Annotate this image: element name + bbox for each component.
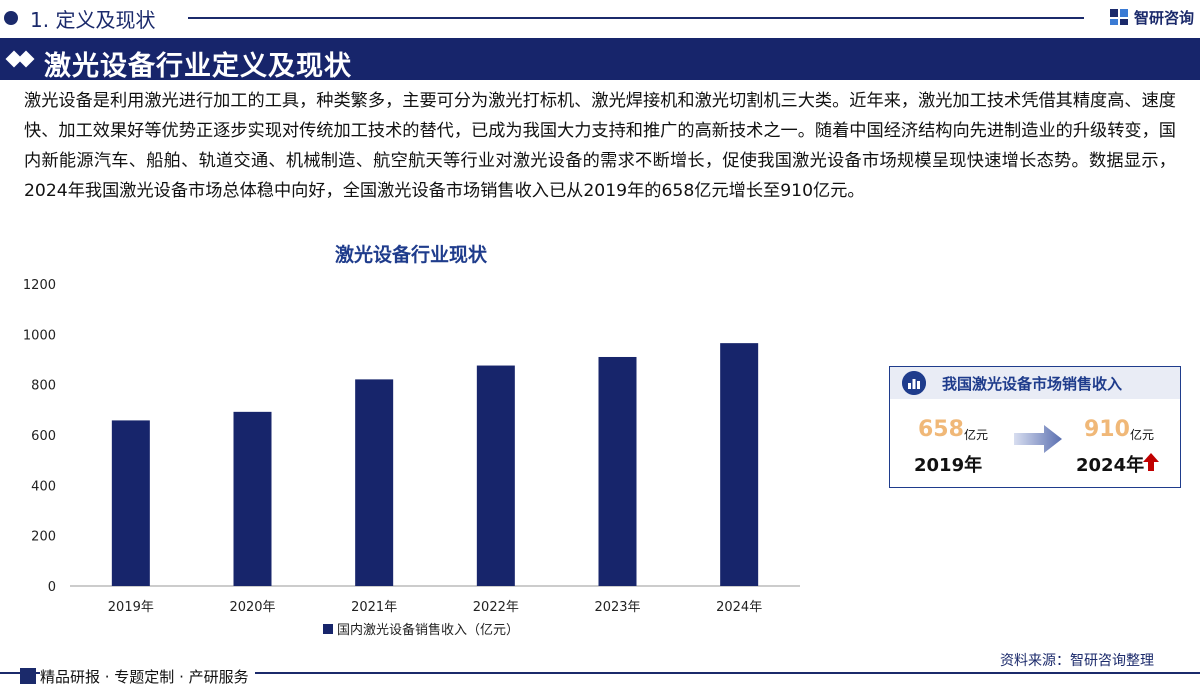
bar-chart: 0 200 400 600 800 1000 1200 2019年 2020年 2021年 2022…: [23, 278, 800, 638]
data-source: 资料来源：智研咨询整理: [1000, 653, 1154, 669]
x-tick-label: 2023年: [594, 600, 640, 615]
brand-logo: 智研咨询: [1108, 6, 1194, 28]
summary-from-unit: 亿元: [964, 428, 989, 442]
brand-logo-icon: [1110, 9, 1128, 25]
summary-title: 我国激光设备市场销售收入: [942, 375, 1123, 393]
y-tick-label: 600: [31, 429, 56, 444]
brand-logo-text: 智研咨询: [1134, 8, 1195, 27]
x-tick-label: 2024年: [716, 600, 762, 615]
summary-to-year: 2024年: [1076, 455, 1145, 476]
bar: [233, 411, 272, 586]
x-tick-label: 2021年: [351, 600, 397, 615]
summary-from-year: 2019年: [914, 455, 983, 476]
x-tick-label: 2019年: [108, 600, 154, 615]
page-title: 激光设备行业定义及现状: [44, 51, 352, 82]
y-tick-label: 200: [31, 530, 56, 545]
footer-divider: [0, 672, 1200, 674]
x-tick-label: 2020年: [229, 600, 275, 615]
section-title: 1. 定义及现状: [30, 8, 156, 32]
bar: [598, 356, 637, 586]
bar: [111, 420, 150, 586]
x-tick-label: 2022年: [473, 600, 519, 615]
summary-header: [890, 367, 1180, 399]
bar: [476, 365, 515, 586]
title-banner: [0, 38, 1200, 80]
intro-paragraph: 激光设备是利用激光进行加工的工具，种类繁多，主要可分为激光打标机、激光焊接机和激…: [24, 91, 1176, 201]
y-tick-label: 800: [31, 379, 56, 394]
summary-from-value: 658: [918, 417, 964, 442]
summary-to-value: 910: [1084, 417, 1130, 442]
up-arrow-icon: [1143, 453, 1159, 471]
bar: [355, 379, 394, 586]
y-tick-label: 400: [31, 479, 56, 494]
bar: [720, 343, 759, 586]
chart-icon: [902, 371, 926, 395]
footer-bullet: [20, 668, 36, 684]
chart-title: 激光设备行业现状: [335, 244, 488, 266]
header-divider: [188, 17, 1084, 19]
legend-swatch: [323, 624, 333, 634]
section-bullet: [4, 11, 18, 25]
summary-to-unit: 亿元: [1130, 428, 1155, 442]
y-tick-label: 1000: [23, 328, 56, 343]
y-tick-label: 0: [48, 580, 56, 595]
top-bar: 1. 定义及现状 智研咨询: [0, 0, 1200, 36]
y-tick-label: 1200: [23, 278, 56, 293]
footer-services: 精品研报 · 专题定制 · 产研服务: [40, 666, 255, 687]
summary-card: 我国激光设备市场销售收入 658 亿元 910 亿元 2019年 2024年: [889, 366, 1181, 488]
growth-arrow-icon: [1014, 425, 1062, 453]
legend-label: 国内激光设备销售收入（亿元）: [337, 622, 519, 638]
